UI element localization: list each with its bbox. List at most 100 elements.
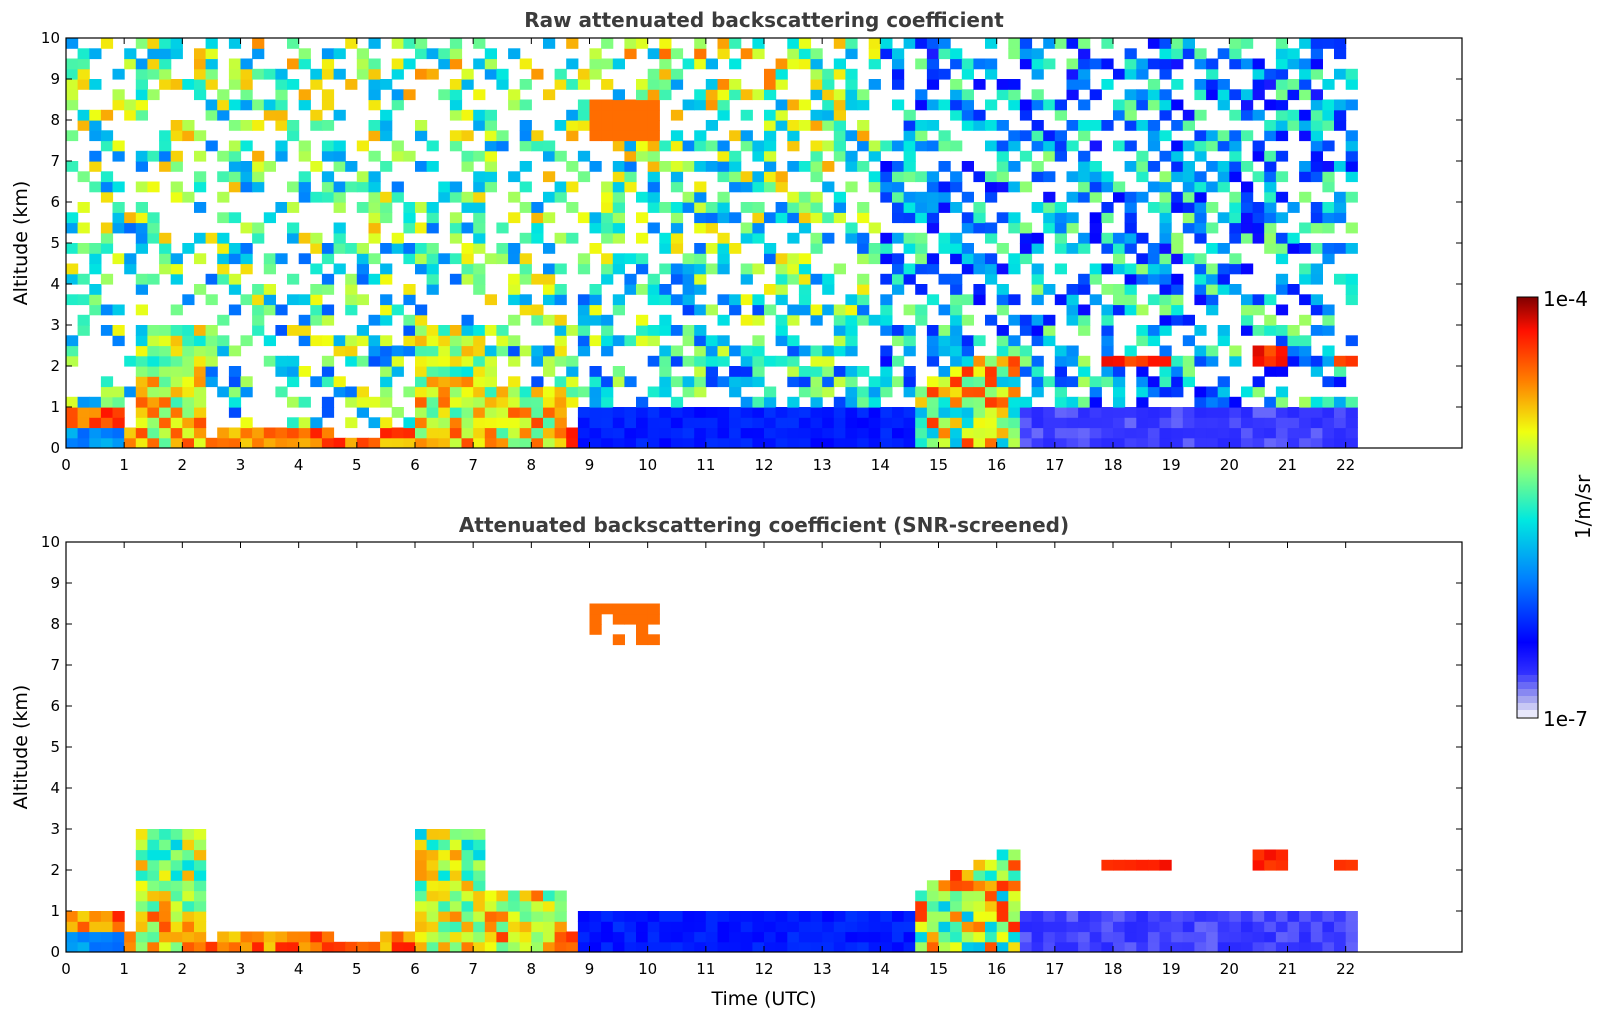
heatmap-cell xyxy=(1194,222,1207,234)
heatmap-cell xyxy=(1194,150,1207,162)
heatmap-cell xyxy=(473,366,486,377)
heatmap-cell xyxy=(194,437,207,448)
heatmap-cell xyxy=(1182,417,1195,429)
heatmap-cell xyxy=(1299,130,1312,142)
heatmap-cell xyxy=(1147,58,1161,70)
heatmap-cell xyxy=(112,427,125,439)
heatmap-cell xyxy=(287,181,300,193)
heatmap-cell xyxy=(321,181,335,193)
heatmap-cell xyxy=(1252,222,1265,234)
heatmap-cell xyxy=(1334,941,1347,952)
heatmap-cell xyxy=(1217,417,1230,429)
heatmap-cell xyxy=(845,325,858,336)
heatmap-cell xyxy=(1031,335,1044,347)
heatmap-cell xyxy=(543,263,556,275)
heatmap-cell xyxy=(252,120,265,131)
heatmap-cell xyxy=(473,880,486,892)
heatmap-cell xyxy=(461,911,474,922)
heatmap-cell xyxy=(1275,407,1289,418)
heatmap-cell xyxy=(240,161,253,172)
heatmap-cell xyxy=(473,58,486,70)
heatmap-cell xyxy=(880,437,893,448)
colorbar-max-label: 1e-4 xyxy=(1543,287,1588,311)
heatmap-cell xyxy=(182,900,195,912)
heatmap-cell xyxy=(1264,202,1277,213)
colorbar-low-steps xyxy=(1517,675,1538,717)
heatmap-cell xyxy=(461,849,474,861)
heatmap-cell xyxy=(170,150,183,162)
heatmap-cell xyxy=(694,376,707,388)
heatmap-cell xyxy=(612,376,625,388)
heatmap-cell xyxy=(228,212,242,224)
heatmap-cell xyxy=(798,294,812,306)
heatmap-cell xyxy=(729,407,742,418)
heatmap-cell xyxy=(996,325,1009,336)
heatmap-cell xyxy=(694,181,707,193)
heatmap-cell xyxy=(1019,407,1033,418)
heatmap-cell xyxy=(415,839,428,851)
heatmap-cell xyxy=(705,202,718,213)
colorbar: 1e-4 1e-7 1/m/sr xyxy=(1516,287,1595,731)
heatmap-cell xyxy=(589,603,602,615)
heatmap-cell xyxy=(508,212,521,224)
heatmap-cell xyxy=(1124,921,1137,933)
heatmap-cell xyxy=(880,407,893,418)
heatmap-cell xyxy=(1136,396,1149,408)
heatmap-cell xyxy=(810,345,823,357)
heatmap-cell xyxy=(1019,941,1033,952)
heatmap-cell xyxy=(124,222,137,234)
heatmap-cell xyxy=(100,396,114,408)
heatmap-cell xyxy=(543,417,556,429)
heatmap-cell xyxy=(100,921,114,933)
heatmap-cell xyxy=(426,427,439,439)
heatmap-cell xyxy=(892,437,905,448)
heatmap-cell xyxy=(554,325,567,336)
heatmap-cell xyxy=(182,386,195,398)
heatmap-cell xyxy=(321,140,335,152)
heatmap-cell xyxy=(1147,859,1161,871)
heatmap-cell xyxy=(729,304,742,316)
heatmap-cell xyxy=(1008,140,1021,152)
panel-screened-heatmap-field xyxy=(66,603,1358,952)
heatmap-cell xyxy=(508,900,521,912)
heatmap-cell xyxy=(100,130,114,142)
heatmap-cell xyxy=(1252,150,1265,162)
heatmap-cell xyxy=(182,120,195,131)
heatmap-cell xyxy=(845,48,858,60)
heatmap-cell xyxy=(252,161,265,172)
heatmap-cell xyxy=(1345,171,1358,183)
heatmap-cell xyxy=(554,407,567,418)
x-tick-label: 17 xyxy=(1045,456,1064,474)
heatmap-cell xyxy=(66,931,79,943)
panel-screened-title: Attenuated backscattering coefficient (S… xyxy=(459,513,1069,537)
heatmap-cell xyxy=(601,222,614,234)
heatmap-cell xyxy=(159,921,172,933)
heatmap-cell xyxy=(391,941,404,952)
heatmap-cell xyxy=(1275,58,1289,70)
heatmap-cell xyxy=(1264,325,1277,336)
heatmap-cell xyxy=(1136,376,1149,388)
heatmap-cell xyxy=(903,130,916,142)
heatmap-cell xyxy=(926,407,940,418)
heatmap-cell xyxy=(1136,921,1149,933)
heatmap-cell xyxy=(624,48,637,60)
heatmap-cell xyxy=(1078,325,1091,336)
heatmap-cell xyxy=(449,376,463,388)
heatmap-cell xyxy=(508,99,521,111)
heatmap-cell xyxy=(1124,417,1137,429)
heatmap-cell xyxy=(461,931,474,943)
heatmap-cell xyxy=(577,931,591,943)
heatmap-cell xyxy=(1019,99,1033,111)
heatmap-cell xyxy=(415,900,428,912)
heatmap-cell xyxy=(740,130,753,142)
heatmap-cell xyxy=(519,900,532,912)
heatmap-cell xyxy=(356,325,369,336)
heatmap-cell xyxy=(577,253,591,265)
heatmap-cell xyxy=(589,911,602,922)
heatmap-cell xyxy=(985,232,998,244)
heatmap-cell xyxy=(950,870,963,881)
heatmap-cell xyxy=(205,273,218,285)
heatmap-cell xyxy=(170,366,183,377)
heatmap-cell xyxy=(543,921,556,933)
heatmap-cell xyxy=(845,304,858,316)
